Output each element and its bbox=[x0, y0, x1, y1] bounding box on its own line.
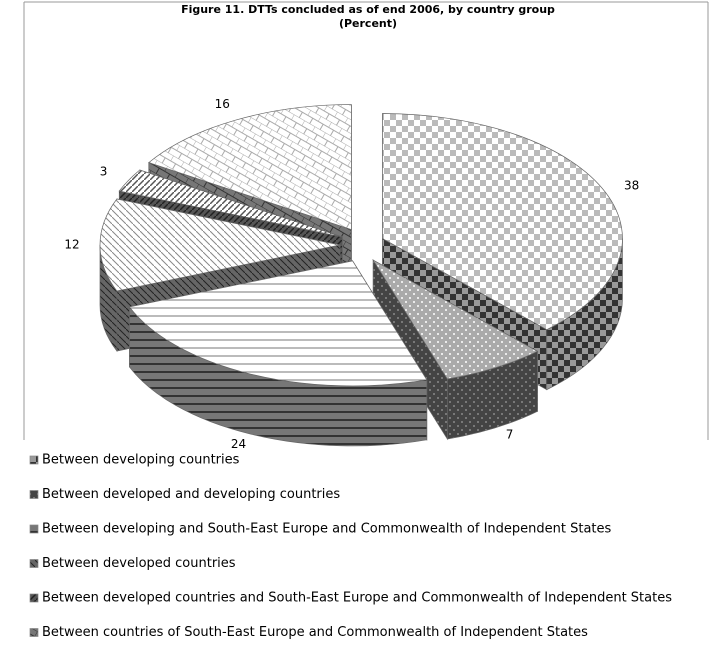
legend-label: Between developed countries bbox=[42, 556, 236, 571]
data-label: 12 bbox=[64, 238, 79, 252]
slice bbox=[382, 113, 623, 331]
data-label: 7 bbox=[506, 427, 514, 441]
data-label: 24 bbox=[231, 437, 246, 451]
legend-label: Between countries of South-East Europe a… bbox=[42, 625, 588, 640]
legend-label: Between developing and South-East Europe… bbox=[42, 522, 612, 537]
legend-label: Between developing countries bbox=[42, 453, 240, 468]
chart-title: Figure 11. DTTs concluded as of end 2006… bbox=[181, 3, 555, 16]
legend-swatch bbox=[29, 593, 39, 603]
data-label: 16 bbox=[215, 97, 230, 111]
chart-subtitle: (Percent) bbox=[339, 17, 397, 30]
data-label: 38 bbox=[624, 178, 639, 192]
legend-swatch bbox=[29, 524, 39, 534]
slice bbox=[372, 259, 539, 380]
slice bbox=[148, 104, 352, 231]
data-label: 3 bbox=[100, 165, 108, 179]
legend-label: Between developed and developing countri… bbox=[42, 487, 340, 502]
slice bbox=[128, 260, 428, 387]
legend-swatch bbox=[29, 490, 39, 499]
slice bbox=[99, 198, 341, 292]
legend-swatch bbox=[29, 455, 39, 465]
slice bbox=[118, 169, 343, 238]
legend-swatch bbox=[29, 559, 39, 568]
legend-label: Between developed countries and South-Ea… bbox=[42, 591, 672, 606]
legend-swatch bbox=[29, 628, 39, 637]
